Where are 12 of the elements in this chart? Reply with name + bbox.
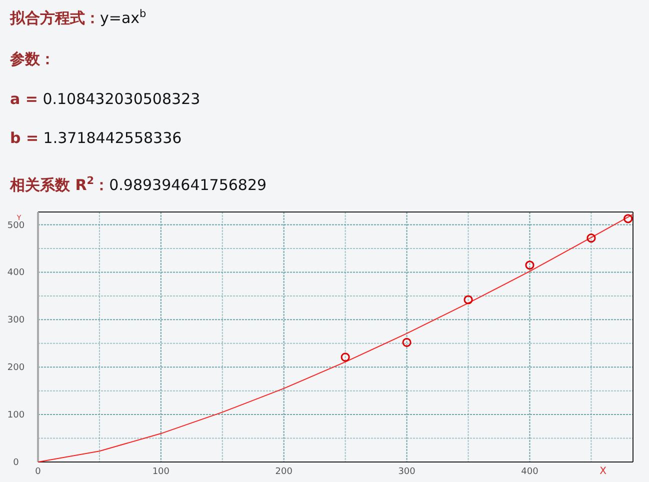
annotation: b = 1.3718442558336: [10, 129, 182, 147]
title: 拟合方程式：y=ax$^{b}$: [10, 8, 146, 27]
point: [586, 234, 596, 243]
annotation: a = 0.108432030508323: [10, 90, 200, 108]
point: [464, 295, 473, 304]
point: [624, 214, 633, 224]
xlabel: X: [600, 466, 606, 477]
annotation: 参数：: [10, 50, 55, 68]
point: [340, 352, 350, 362]
point: [402, 338, 412, 348]
annotation: 相关系数 R$^{2}$：0.989394641756829: [10, 175, 267, 194]
point: [525, 260, 534, 270]
